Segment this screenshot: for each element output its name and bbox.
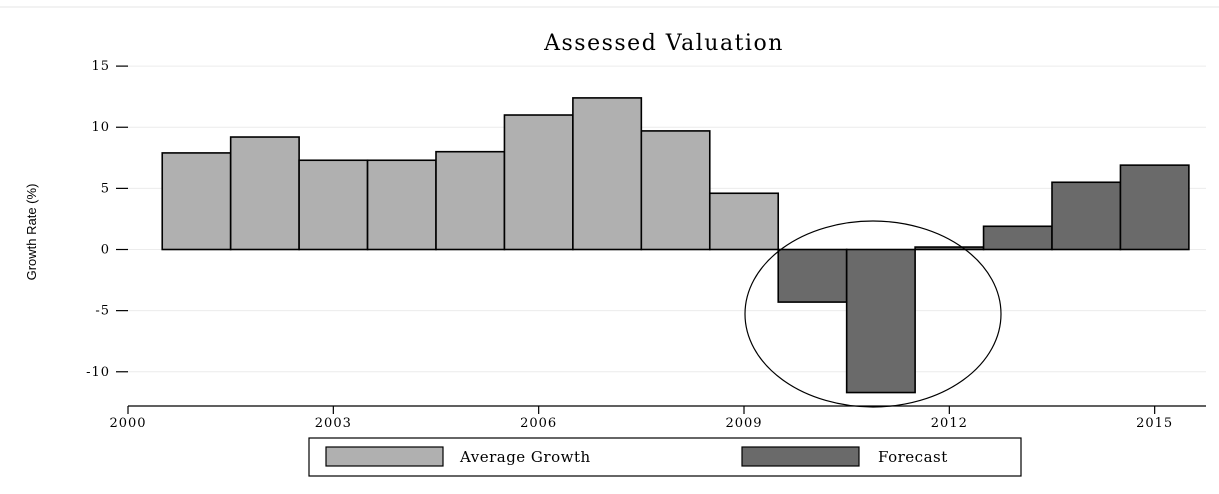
legend-label-forecast: Forecast (878, 448, 948, 466)
bar (572, 97, 643, 251)
x-tick-label: 2009 (725, 416, 762, 431)
y-tick-label: 15 (91, 59, 110, 74)
legend-swatch-average-growth (325, 446, 444, 467)
bar (982, 225, 1053, 251)
bar (845, 248, 916, 394)
y-tick-label: -10 (86, 365, 110, 380)
bar (435, 150, 506, 251)
legend-swatch-forecast (741, 446, 860, 467)
y-tick-label: 10 (91, 120, 110, 135)
legend-label-average-growth: Average Growth (459, 448, 591, 466)
x-tick-label: 2012 (931, 416, 968, 431)
bar (708, 192, 780, 251)
y-tick-label: -5 (95, 304, 110, 319)
bar (1119, 164, 1190, 251)
chart-title: Assessed Valuation (543, 31, 784, 56)
bars (161, 97, 1190, 394)
bar (777, 248, 848, 303)
axes: 15 10 5 0 -5 -10 2000 2003 2006 2009 2012 2015 (86, 59, 1206, 431)
y-tick-label: 5 (101, 181, 110, 196)
x-tick-label: 2006 (520, 416, 557, 431)
bar (161, 152, 232, 251)
bar (640, 130, 711, 251)
y-axis-label: Growth Rate (%) (24, 184, 39, 281)
x-tick-label: 2003 (315, 416, 352, 431)
bar (914, 246, 985, 251)
x-tick-label: 2000 (109, 416, 146, 431)
legend: Average Growth Forecast (308, 437, 1022, 477)
forecast-dip-circle (744, 220, 1002, 408)
y-tick-label: 0 (101, 243, 110, 258)
bar (229, 136, 300, 251)
bar (298, 159, 369, 251)
bar (503, 114, 574, 251)
x-tick-label: 2015 (1136, 416, 1173, 431)
bar (1051, 181, 1122, 251)
bar (366, 159, 437, 251)
